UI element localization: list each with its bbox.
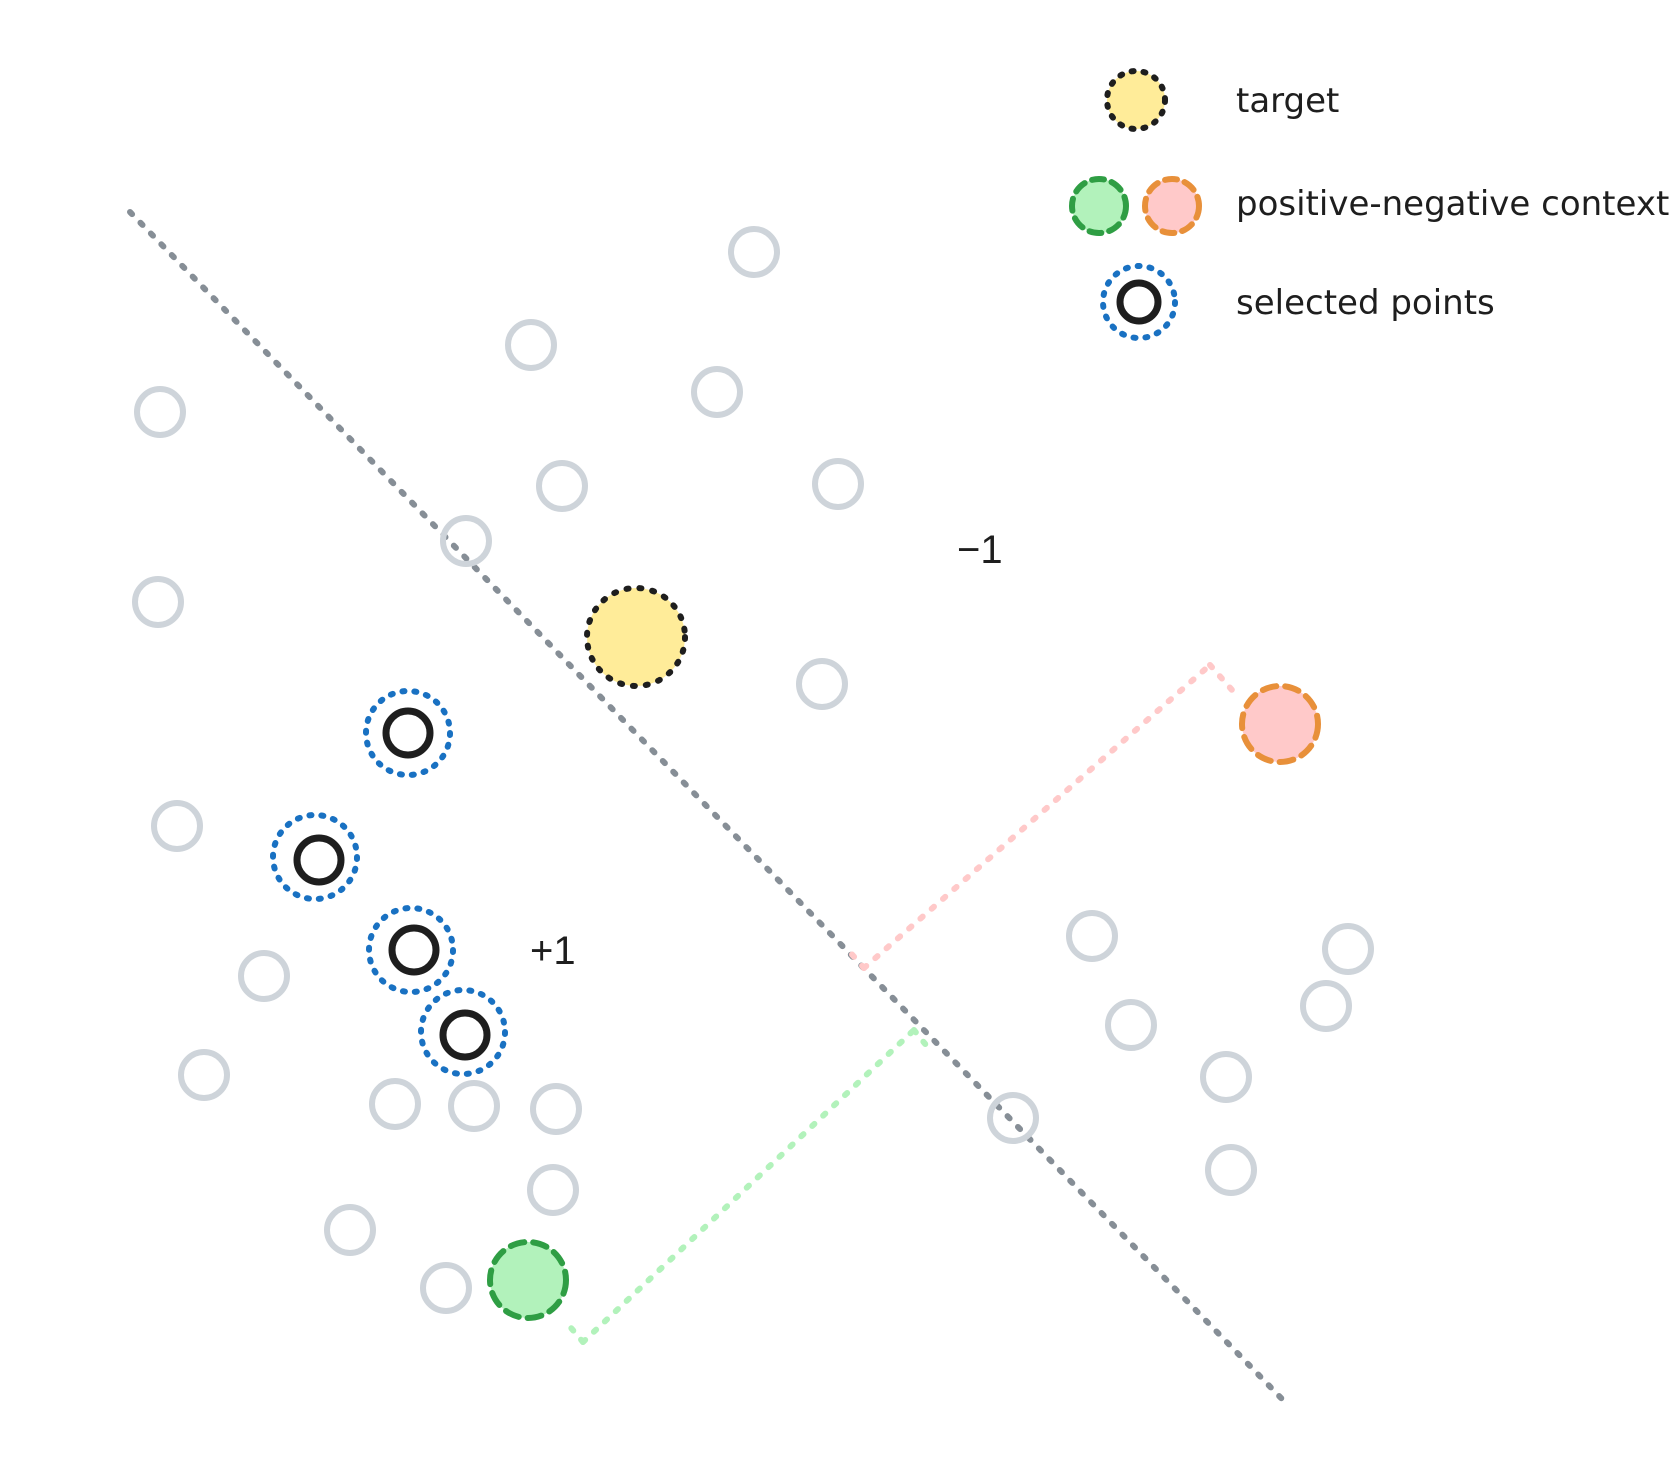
unselected-points [132,226,1374,1314]
dashed-green-circle-icon [1069,176,1129,236]
positive-projection [563,1027,933,1345]
point [987,1092,1039,1144]
point [728,226,780,278]
point [1300,980,1352,1032]
positive-context-point [487,1239,569,1321]
point [536,460,588,512]
negative-projection [845,662,1235,971]
point [1205,1144,1257,1196]
region-label-positive: +1 [530,929,576,973]
selected-point [363,688,453,778]
blue-dotted-ring-icon [1100,263,1178,341]
point [812,458,864,510]
point [178,1049,230,1101]
point [324,1204,376,1256]
dashed-pink-circle-icon [1142,176,1202,236]
point [134,386,186,438]
point [796,658,848,710]
point [1066,910,1118,962]
point [132,576,184,628]
point [1200,1051,1252,1103]
point [530,1083,582,1135]
point [448,1080,500,1132]
point [691,366,743,418]
dotted-yellow-circle-icon [1104,68,1168,132]
decision-boundary [127,209,1286,1403]
region-label-negative: −1 [957,528,1003,572]
point [505,319,557,371]
point [238,950,290,1002]
legend-label-selected: selected points [1236,283,1495,323]
point [527,1164,579,1216]
negative-context-point [1239,683,1321,765]
point [151,800,203,852]
point [440,515,492,567]
selected-point [418,987,508,1077]
selected-point [270,812,360,902]
selected-points [270,688,508,1077]
target-point [584,585,688,689]
point [420,1262,472,1314]
legend-label-context: positive-negative context [1236,184,1669,224]
point [1322,923,1374,975]
selected-point [366,905,456,995]
legend-label-target: target [1236,81,1339,121]
point [369,1078,421,1130]
legend: target positive-negative context selecte… [1069,68,1669,341]
point [1105,999,1157,1051]
